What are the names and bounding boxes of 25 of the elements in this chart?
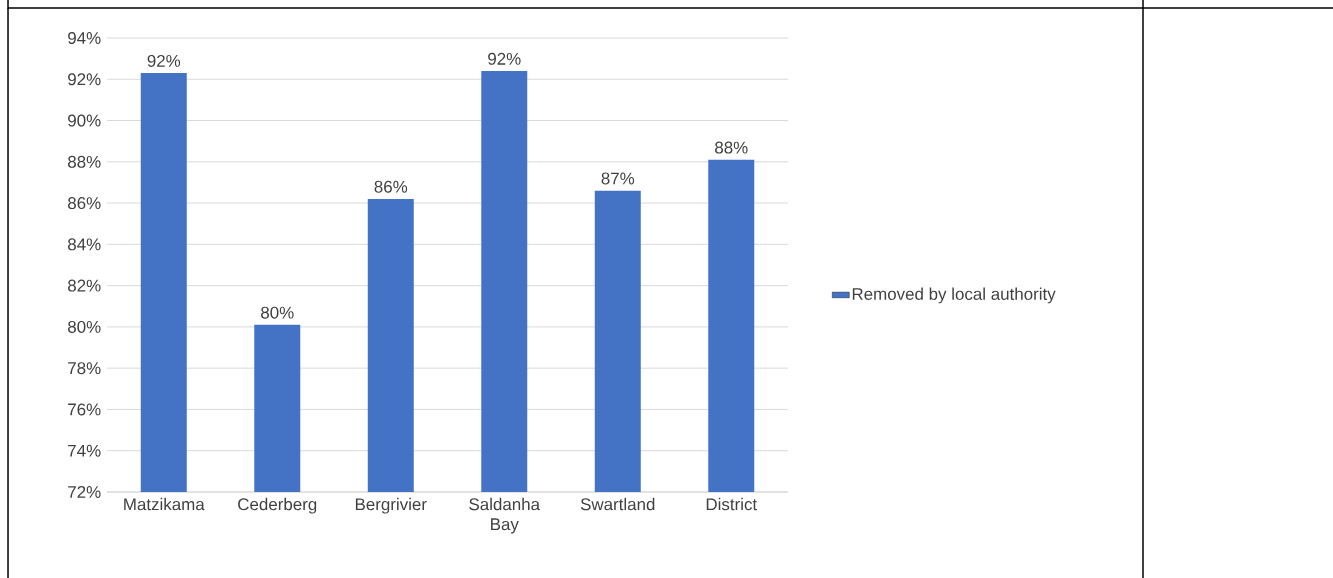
y-tick-label: 72% bbox=[68, 486, 101, 498]
y-tick-label: 80% bbox=[68, 320, 101, 333]
x-tick-label: District bbox=[706, 497, 757, 511]
y-tick-label: 94% bbox=[68, 31, 101, 44]
y-tick-label: 82% bbox=[68, 279, 101, 292]
y-tick-label: 84% bbox=[68, 238, 101, 251]
x-tick-label: Swartland bbox=[580, 497, 655, 511]
x-tick-label: Cederberg bbox=[238, 497, 317, 514]
data-label: 86% bbox=[374, 180, 408, 193]
y-tick-label: 92% bbox=[68, 73, 101, 86]
data-label: 87% bbox=[601, 172, 635, 185]
y-tick-label: 76% bbox=[68, 403, 101, 416]
y-tick-label: 88% bbox=[68, 155, 101, 168]
x-tick-label: Matzikama bbox=[124, 497, 205, 511]
data-label: 88% bbox=[715, 141, 748, 154]
x-tick-label: Bergrivier bbox=[355, 497, 427, 514]
legend-label: Removed by local authority bbox=[852, 287, 1056, 304]
data-label: 92% bbox=[488, 52, 521, 65]
data-label: 92% bbox=[147, 54, 181, 67]
y-tick-label: 86% bbox=[68, 197, 101, 210]
x-tick-label: Saldanha Bay bbox=[469, 497, 541, 534]
data-label: 80% bbox=[261, 306, 294, 319]
y-tick-label: 78% bbox=[68, 362, 101, 375]
y-tick-label: 74% bbox=[68, 444, 101, 457]
y-tick-label: 90% bbox=[68, 114, 101, 127]
